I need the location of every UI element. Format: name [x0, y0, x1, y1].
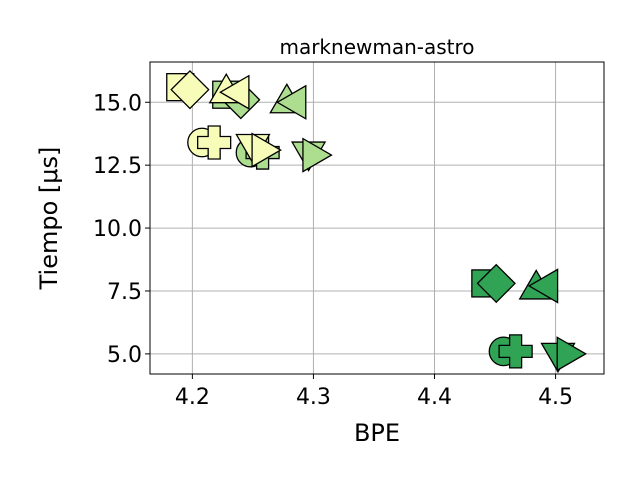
plot-frame — [149, 61, 605, 375]
y-axis-ticks: 5.0 7.5 10.0 12.5 15.0 — [93, 91, 150, 368]
y-tick-label: 12.5 — [93, 154, 142, 179]
chart-title: marknewman-astro — [279, 35, 474, 59]
data-point-triangle-right — [556, 336, 587, 372]
data-point-triangle-right — [302, 137, 333, 173]
y-tick-label: 15.0 — [93, 91, 142, 116]
x-tick-label: 4.4 — [417, 385, 452, 410]
x-tick-label: 4.2 — [175, 385, 210, 410]
data-point-triangle-right — [251, 132, 282, 168]
data-point-diamond — [476, 263, 516, 304]
data-point-diamond — [170, 70, 210, 110]
data-point-triangle-left — [527, 268, 559, 304]
y-axis-label: Tiempo [μs] — [35, 147, 63, 291]
grid-lines — [150, 62, 604, 374]
data-point-plus — [197, 125, 232, 160]
y-tick-label: 5.0 — [107, 343, 142, 368]
data-point-triangle-left — [275, 84, 307, 120]
x-axis-label: BPE — [354, 419, 400, 447]
x-tick-label: 4.5 — [538, 385, 573, 410]
x-axis-ticks: 4.2 4.3 4.4 4.5 — [175, 374, 573, 410]
y-tick-label: 10.0 — [93, 217, 142, 242]
data-points — [166, 70, 587, 374]
data-point-triangle-left — [219, 74, 250, 110]
x-tick-label: 4.3 — [296, 385, 331, 410]
data-point-plus — [498, 334, 533, 369]
y-tick-label: 7.5 — [107, 280, 142, 305]
